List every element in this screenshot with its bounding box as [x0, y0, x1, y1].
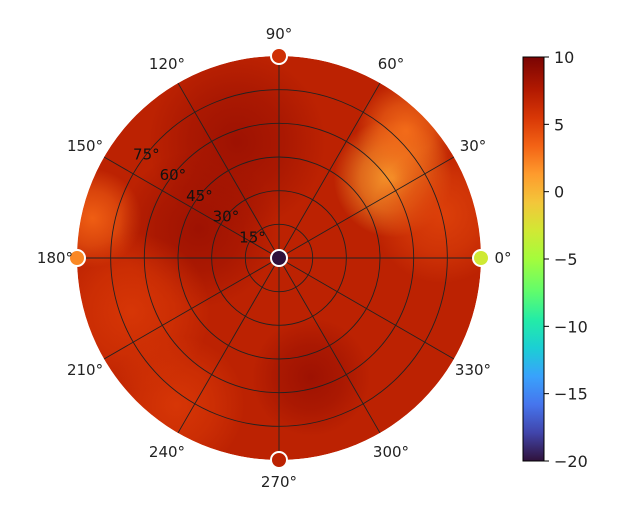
angular-tick-label: 300° [373, 443, 409, 461]
colorbar-tick-label: 5 [554, 115, 564, 134]
point-marker [270, 47, 288, 65]
radial-tick-label: 30° [213, 208, 240, 226]
angular-grid-line [278, 82, 381, 259]
angular-grid-line [177, 82, 280, 259]
point-marker [270, 249, 288, 267]
colorbar-bar [522, 56, 545, 462]
point-markers [68, 47, 490, 469]
colorbar-tick-label: −20 [554, 452, 588, 471]
angular-tick-label: 330° [455, 361, 491, 379]
angular-grid-line [278, 257, 455, 360]
point-marker [472, 249, 490, 267]
angular-tick-label: 150° [67, 137, 103, 155]
colorbar-tick-label: 10 [554, 48, 574, 67]
angular-tick-label: 180° [37, 249, 73, 267]
angular-tick-label: 30° [460, 137, 487, 155]
colorbar-tick-label: −15 [554, 385, 588, 404]
heatmap-feature [251, 317, 371, 437]
point-marker [270, 451, 288, 469]
colorbar-tick-label: −5 [554, 250, 578, 269]
polar-grid [77, 56, 481, 460]
angular-tick-labels: 0° 30° 60° 90° 120° 150° 180° 210° 240° 270° 300° 3… [37, 25, 512, 491]
angular-grid-line [103, 257, 280, 360]
radial-tick-label: 60° [160, 166, 187, 184]
angular-grid-line [278, 156, 455, 259]
radial-tick-label: 45° [186, 187, 213, 205]
angular-tick-label: 60° [378, 55, 405, 73]
radial-tick-label: 75° [133, 145, 160, 163]
angular-grid-line [103, 156, 280, 259]
radial-tick-labels: 15° 30°45° 60°75° [133, 145, 266, 246]
angular-tick-label: 120° [149, 55, 185, 73]
angular-grid-line [177, 257, 280, 434]
angular-tick-label: 210° [67, 361, 103, 379]
point-marker [68, 249, 86, 267]
angular-tick-label: 0° [494, 249, 511, 267]
angular-tick-label: 270° [261, 473, 297, 491]
radial-tick-label: 15° [239, 228, 266, 246]
colorbar: 10 5 0 −5 −10 −15 −20 [522, 48, 588, 471]
angular-grid-line [278, 257, 381, 434]
colorbar-tick-label: −10 [554, 317, 588, 336]
colorbar-ticks: 10 5 0 −5 −10 −15 −20 [544, 48, 588, 471]
angular-tick-label: 90° [266, 25, 293, 43]
colorbar-tick-label: 0 [554, 183, 564, 202]
angular-tick-label: 240° [149, 443, 185, 461]
